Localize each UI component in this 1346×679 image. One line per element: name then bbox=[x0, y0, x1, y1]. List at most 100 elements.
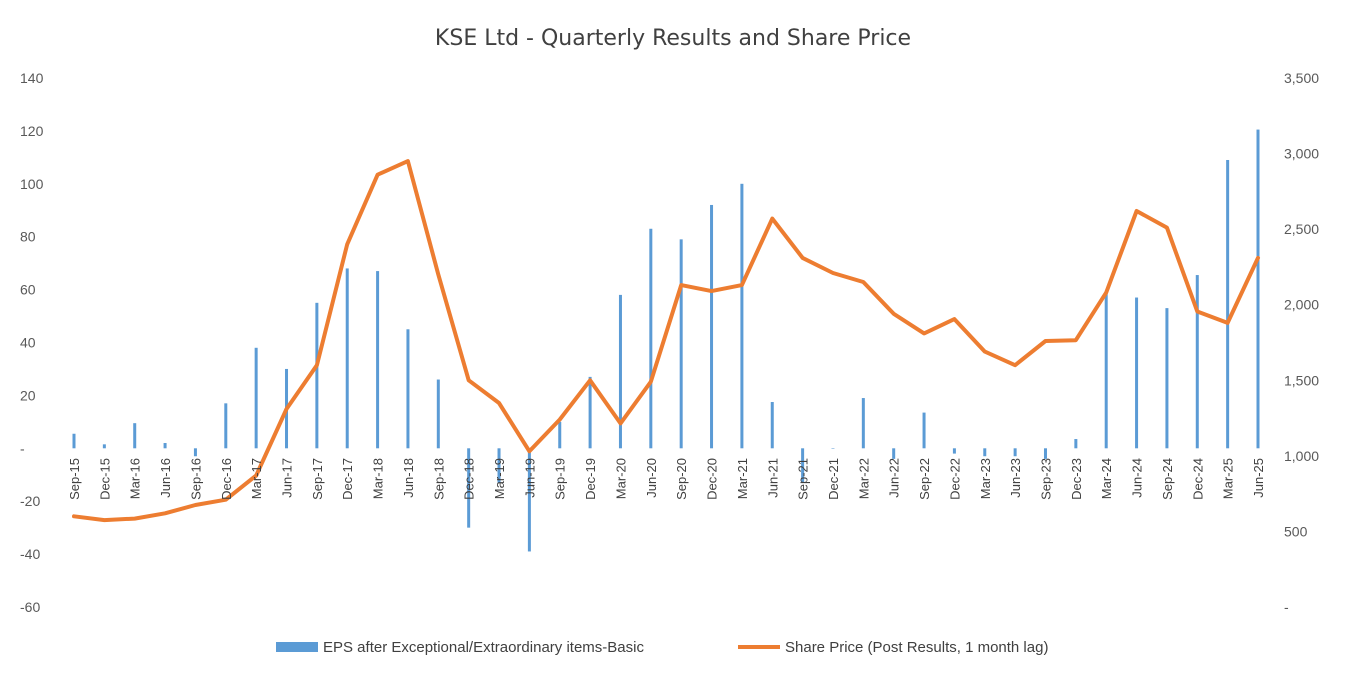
x-tick-label: Dec-21 bbox=[826, 458, 841, 500]
eps-bars bbox=[72, 129, 1260, 552]
x-tick-label: Mar-20 bbox=[613, 458, 628, 499]
eps-bar bbox=[1165, 308, 1169, 449]
eps-bar bbox=[497, 448, 501, 483]
eps-bar bbox=[315, 302, 319, 449]
eps-bar bbox=[1135, 297, 1139, 449]
eps-bar bbox=[436, 379, 440, 449]
x-tick-label: Dec-17 bbox=[340, 458, 355, 500]
eps-bar bbox=[1104, 292, 1108, 449]
share-price-line bbox=[72, 159, 1260, 523]
x-tick-label: Mar-21 bbox=[735, 458, 750, 499]
eps-bar bbox=[1043, 448, 1047, 459]
x-tick-label: Dec-20 bbox=[705, 458, 720, 500]
x-tick-label: Jun-19 bbox=[522, 458, 537, 498]
y-right-tick-label: 2,500 bbox=[1284, 221, 1319, 237]
y-right-tick-label: - bbox=[1284, 599, 1289, 615]
chart-title: KSE Ltd - Quarterly Results and Share Pr… bbox=[435, 26, 911, 51]
legend: EPS after Exceptional/Extraordinary item… bbox=[276, 639, 1048, 656]
legend-label-eps: EPS after Exceptional/Extraordinary item… bbox=[323, 639, 644, 656]
x-tick-label: Mar-17 bbox=[249, 458, 264, 499]
y-left-tick-label: 100 bbox=[20, 176, 44, 192]
x-tick-label: Sep-22 bbox=[917, 458, 932, 500]
eps-bar bbox=[1226, 159, 1230, 449]
x-tick-label: Sep-20 bbox=[674, 458, 689, 500]
eps-bar bbox=[133, 423, 137, 449]
eps-bar bbox=[467, 448, 471, 528]
eps-bar bbox=[618, 294, 622, 449]
y-left-tick-label: 40 bbox=[20, 335, 36, 351]
x-tick-label: Jun-17 bbox=[280, 458, 295, 498]
x-tick-label: Mar-22 bbox=[856, 458, 871, 499]
x-tick-label: Dec-19 bbox=[583, 458, 598, 500]
share-price-series-line bbox=[72, 159, 1260, 523]
eps-bar bbox=[831, 448, 835, 449]
x-tick-label: Sep-19 bbox=[553, 458, 568, 500]
x-tick-label: Dec-23 bbox=[1069, 458, 1084, 500]
eps-bar bbox=[193, 448, 197, 457]
y-left-tick-label: 20 bbox=[20, 387, 36, 403]
eps-bar bbox=[922, 412, 926, 449]
x-tick-label: Mar-18 bbox=[371, 458, 386, 499]
x-tick-label: Jun-25 bbox=[1251, 458, 1266, 498]
eps-bar bbox=[558, 421, 562, 449]
x-tick-label: Sep-24 bbox=[1160, 458, 1175, 500]
eps-bar bbox=[376, 271, 380, 449]
x-tick-label: Dec-18 bbox=[462, 458, 477, 500]
y-left-tick-label: -40 bbox=[20, 546, 40, 562]
x-tick-label: Jun-21 bbox=[765, 458, 780, 498]
y-left-axis: 140 120 100 80 60 40 20 - -20 -40 -60 bbox=[20, 70, 44, 615]
x-tick-label: Dec-16 bbox=[219, 458, 234, 500]
eps-bar bbox=[861, 398, 865, 449]
eps-bar bbox=[163, 443, 167, 449]
eps-bar bbox=[983, 448, 987, 457]
eps-bar bbox=[254, 347, 258, 449]
eps-bar bbox=[679, 239, 683, 449]
eps-bar bbox=[72, 433, 76, 449]
x-tick-label: Sep-23 bbox=[1038, 458, 1053, 500]
y-left-tick-label: -60 bbox=[20, 599, 40, 615]
y-right-tick-label: 2,000 bbox=[1284, 297, 1319, 313]
x-tick-label: Mar-19 bbox=[492, 458, 507, 499]
x-tick-label: Jun-20 bbox=[644, 458, 659, 498]
y-right-tick-label: 3,500 bbox=[1284, 70, 1319, 86]
y-left-tick-label: - bbox=[20, 440, 25, 456]
x-tick-label: Jun-24 bbox=[1130, 458, 1145, 498]
x-tick-label: Dec-24 bbox=[1190, 458, 1205, 500]
eps-bar bbox=[102, 444, 106, 449]
x-tick-label: Sep-21 bbox=[796, 458, 811, 500]
y-right-tick-label: 3,000 bbox=[1284, 146, 1319, 162]
y-left-tick-label: 120 bbox=[20, 123, 44, 139]
x-tick-label: Sep-18 bbox=[431, 458, 446, 500]
x-axis: Sep-15 Dec-15 Mar-16 Jun-16 Sep-16 Dec-16 Mar-… bbox=[67, 458, 1266, 500]
eps-bar bbox=[1195, 275, 1199, 449]
eps-bar bbox=[527, 448, 531, 552]
eps-bar bbox=[740, 183, 744, 449]
x-tick-label: Sep-16 bbox=[188, 458, 203, 500]
y-left-tick-label: 80 bbox=[20, 229, 36, 245]
eps-bar bbox=[1013, 448, 1017, 457]
eps-bar bbox=[770, 402, 774, 449]
eps-bar bbox=[1074, 439, 1078, 449]
x-tick-label: Dec-22 bbox=[947, 458, 962, 500]
x-tick-label: Jun-22 bbox=[887, 458, 902, 498]
eps-bar bbox=[801, 448, 805, 483]
x-tick-label: Jun-18 bbox=[401, 458, 416, 498]
x-tick-label: Mar-16 bbox=[128, 458, 143, 499]
x-tick-label: Sep-17 bbox=[310, 458, 325, 500]
eps-bar bbox=[649, 228, 653, 449]
x-tick-label: Mar-24 bbox=[1099, 458, 1114, 499]
x-tick-label: Mar-23 bbox=[978, 458, 993, 499]
y-right-tick-label: 500 bbox=[1284, 523, 1308, 539]
x-tick-label: Mar-25 bbox=[1221, 458, 1236, 499]
x-tick-label: Jun-23 bbox=[1008, 458, 1023, 498]
x-tick-label: Jun-16 bbox=[158, 458, 173, 498]
eps-bar bbox=[952, 448, 956, 454]
eps-bar bbox=[1256, 129, 1260, 449]
x-tick-label: Dec-15 bbox=[97, 458, 112, 500]
eps-bar bbox=[224, 403, 228, 449]
eps-bar bbox=[406, 329, 410, 449]
eps-bar bbox=[710, 204, 714, 449]
eps-bar bbox=[892, 448, 896, 459]
y-right-tick-label: 1,500 bbox=[1284, 372, 1319, 388]
